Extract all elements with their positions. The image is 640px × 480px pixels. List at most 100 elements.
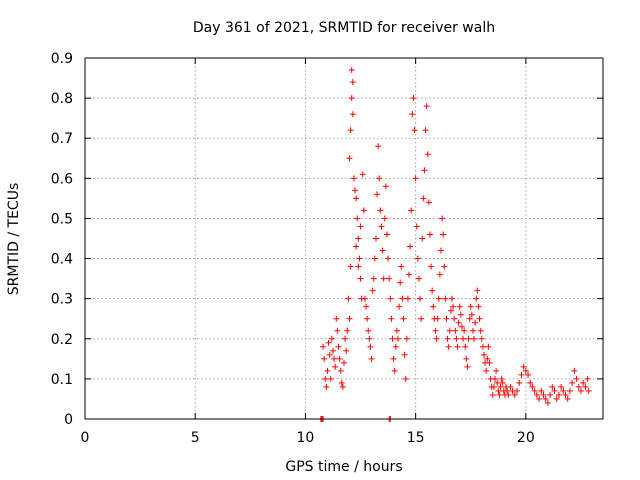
data-point — [440, 231, 447, 238]
data-point — [457, 311, 464, 318]
data-point — [471, 335, 478, 342]
data-point — [474, 287, 481, 294]
data-point — [527, 379, 534, 386]
data-point — [538, 387, 545, 394]
data-point — [514, 387, 521, 394]
y-tick-label: 0.3 — [51, 292, 73, 308]
data-point — [549, 383, 556, 390]
data-point — [363, 303, 370, 310]
data-point — [324, 367, 331, 374]
data-point — [420, 195, 427, 202]
data-point — [370, 275, 377, 282]
data-point — [580, 379, 587, 386]
data-point — [480, 351, 487, 358]
y-tick-label: 0.4 — [51, 252, 73, 268]
data-point — [585, 387, 592, 394]
data-point — [451, 315, 458, 322]
data-point — [558, 383, 565, 390]
data-point — [435, 295, 442, 302]
data-point — [473, 295, 480, 302]
data-point — [332, 363, 339, 370]
plot-frame — [84, 57, 604, 420]
data-point — [461, 327, 468, 334]
data-point — [396, 303, 403, 310]
data-point — [338, 379, 345, 386]
y-tick-label: 0 — [64, 412, 73, 428]
data-point — [359, 171, 366, 178]
data-point — [354, 215, 361, 222]
data-point — [361, 295, 368, 302]
data-point — [493, 367, 500, 374]
data-point — [421, 167, 428, 174]
data-point — [349, 111, 356, 118]
data-point — [322, 375, 329, 382]
x-tick-label: 0 — [81, 430, 90, 446]
data-point — [428, 263, 435, 270]
data-point — [566, 387, 573, 394]
data-point — [333, 315, 340, 322]
data-point — [345, 295, 352, 302]
data-point — [383, 231, 390, 238]
data-point — [417, 295, 424, 302]
data-point — [342, 335, 349, 342]
data-point — [334, 327, 341, 334]
data-point — [449, 295, 456, 302]
data-point — [456, 303, 463, 310]
data-point — [479, 343, 486, 350]
data-point — [371, 255, 378, 262]
data-point — [320, 343, 327, 350]
data-point — [403, 335, 410, 342]
data-point — [529, 383, 536, 390]
y-tick-label: 0.8 — [51, 91, 73, 107]
data-point — [542, 395, 549, 402]
data-point — [447, 307, 454, 314]
data-point — [395, 335, 402, 342]
data-point — [409, 111, 416, 118]
data-point — [387, 295, 394, 302]
data-point — [336, 355, 343, 362]
data-point — [410, 95, 417, 102]
data-point — [436, 271, 443, 278]
data-point — [450, 303, 457, 310]
data-point — [443, 315, 450, 322]
data-point — [475, 303, 482, 310]
data-point — [408, 207, 415, 214]
x-tick-label: 5 — [191, 430, 200, 446]
data-point — [454, 343, 461, 350]
data-point — [372, 235, 379, 242]
data-point — [437, 247, 444, 254]
data-point — [518, 371, 525, 378]
data-point — [360, 207, 367, 214]
data-point — [422, 127, 429, 134]
data-point — [419, 235, 426, 242]
data-point — [392, 343, 399, 350]
grid-lines — [85, 58, 603, 419]
data-point — [476, 315, 483, 322]
data-point — [489, 391, 496, 398]
data-point — [463, 355, 470, 362]
data-point — [478, 335, 485, 342]
data-point — [327, 375, 334, 382]
y-tick-label: 0.7 — [51, 131, 73, 147]
y-tick-label: 0.2 — [51, 332, 73, 348]
data-point — [367, 343, 374, 350]
data-point — [352, 187, 359, 194]
data-point — [571, 367, 578, 374]
data-point — [364, 315, 371, 322]
data-point — [415, 275, 422, 282]
data-point — [555, 391, 562, 398]
data-point — [467, 303, 474, 310]
data-point — [553, 395, 560, 402]
data-point — [540, 391, 547, 398]
data-point — [321, 355, 328, 362]
data-point — [344, 327, 351, 334]
data-point — [335, 343, 342, 350]
data-point — [426, 231, 433, 238]
data-point — [425, 199, 432, 206]
data-point — [404, 295, 411, 302]
data-point — [511, 391, 518, 398]
data-point — [355, 235, 362, 242]
data-point — [432, 327, 439, 334]
data-point — [348, 95, 355, 102]
